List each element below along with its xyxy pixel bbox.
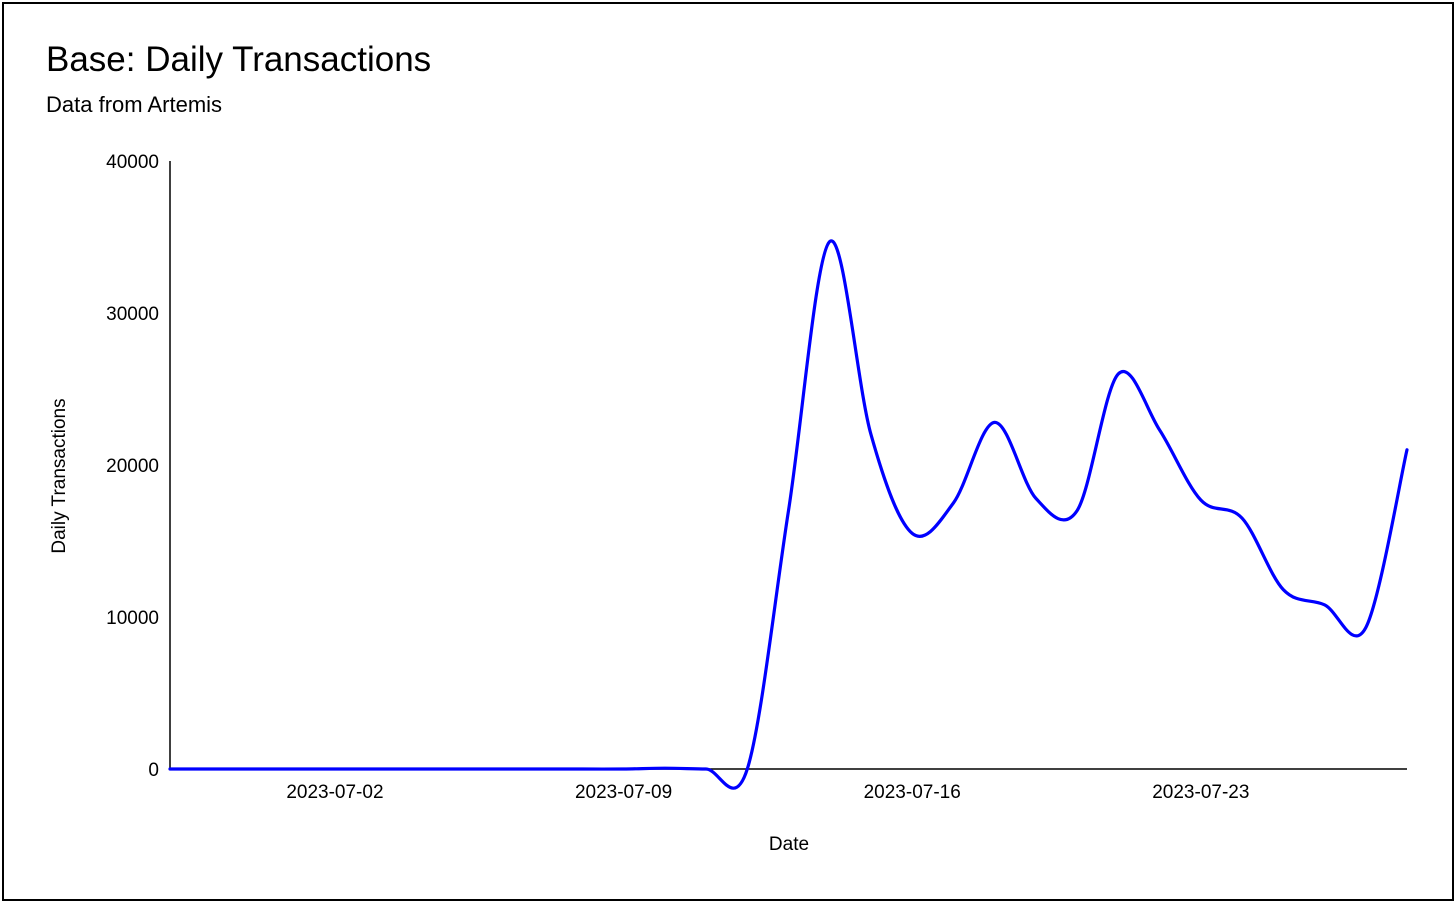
data-point	[1199, 498, 1203, 502]
data-point	[1240, 516, 1244, 520]
data-point	[951, 501, 955, 505]
data-point	[292, 767, 296, 771]
data-point	[704, 767, 708, 771]
y-tick-label: 10000	[106, 608, 159, 629]
data-point	[168, 767, 172, 771]
data-point	[869, 433, 873, 437]
data-point	[333, 767, 337, 771]
data-point	[828, 240, 832, 244]
series-line	[168, 239, 1409, 790]
data-point	[1364, 626, 1368, 630]
data-point	[539, 767, 543, 771]
y-tick-label: 0	[148, 760, 159, 781]
data-point	[1281, 588, 1285, 592]
x-tick-label: 2023-07-09	[575, 782, 672, 803]
x-tick-label: 2023-07-16	[864, 782, 961, 803]
data-point	[787, 509, 791, 513]
data-point	[457, 767, 461, 771]
data-point	[745, 767, 749, 771]
data-point	[1405, 448, 1409, 452]
x-tick-labels: 2023-07-02 2023-07-09 2023-07-16 2023-07-23	[286, 782, 1249, 803]
data-point	[1034, 496, 1038, 500]
y-tick-label: 30000	[106, 304, 159, 325]
data-point	[910, 531, 914, 535]
x-tick-label: 2023-07-23	[1152, 782, 1249, 803]
data-point	[993, 420, 997, 424]
data-point	[580, 767, 584, 771]
y-axis-title: Daily Transactions	[49, 398, 70, 553]
data-point	[498, 767, 502, 771]
data-point	[209, 767, 213, 771]
data-point	[1323, 603, 1327, 607]
chart-title: Base: Daily Transactions	[46, 40, 432, 79]
data-point	[663, 766, 667, 770]
data-point	[415, 767, 419, 771]
data-point	[1075, 509, 1079, 513]
data-point	[1158, 428, 1162, 432]
chart-subtitle: Data from Artemis	[46, 92, 223, 117]
data-point	[374, 767, 378, 771]
x-axis-title: Date	[769, 834, 809, 855]
y-tick-label: 40000	[106, 152, 159, 173]
y-tick-label: 20000	[106, 456, 159, 477]
data-point	[251, 767, 255, 771]
data-point	[1116, 372, 1120, 376]
x-tick-label: 2023-07-02	[286, 782, 383, 803]
y-tick-labels: 0 10000 20000 30000 40000	[106, 152, 159, 781]
data-point	[622, 767, 626, 771]
